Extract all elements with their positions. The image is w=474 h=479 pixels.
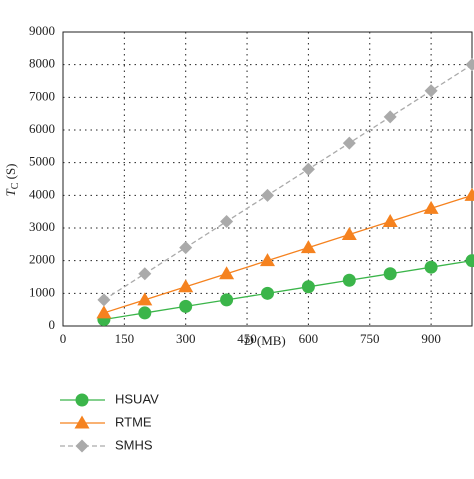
series-line: [104, 65, 472, 300]
data-point: [138, 306, 151, 319]
legend-marker: [76, 394, 89, 407]
x-tick-label: 150: [115, 331, 135, 346]
x-tick-label: 900: [421, 331, 441, 346]
data-point: [425, 261, 438, 274]
legend-label: SMHS: [115, 437, 153, 452]
y-tick-label: 2000: [29, 252, 55, 267]
y-tick-label: 5000: [29, 154, 55, 169]
data-point: [465, 188, 474, 201]
data-point: [179, 300, 192, 313]
data-point: [425, 84, 438, 97]
series-line: [104, 261, 472, 320]
y-tick-label: 3000: [29, 219, 55, 234]
data-point: [261, 287, 274, 300]
data-point: [466, 254, 474, 267]
x-tick-label: 450: [237, 331, 257, 346]
x-tick-label: 750: [360, 331, 380, 346]
data-point: [261, 189, 274, 202]
x-tick-label: 300: [176, 331, 196, 346]
y-tick-label: 9000: [29, 23, 55, 38]
y-axis-label: TC (S): [3, 163, 21, 196]
data-point: [302, 280, 315, 293]
legend-marker: [76, 440, 89, 453]
series-line: [104, 195, 472, 313]
y-tick-label: 8000: [29, 56, 55, 71]
y-tick-label: 7000: [29, 88, 55, 103]
data-point: [138, 267, 151, 280]
legend-label: RTME: [115, 414, 152, 429]
y-tick-label: 4000: [29, 186, 55, 201]
data-point: [179, 241, 192, 254]
data-point: [97, 293, 110, 306]
data-point: [466, 58, 474, 71]
data-point: [384, 267, 397, 280]
data-point: [384, 110, 397, 123]
y-tick-label: 1000: [29, 284, 55, 299]
legend-marker: [75, 416, 90, 429]
data-point: [343, 137, 356, 150]
x-tick-label: 0: [60, 331, 67, 346]
y-tick-label: 6000: [29, 121, 55, 136]
x-tick-label: 600: [299, 331, 319, 346]
data-point: [220, 215, 233, 228]
data-point: [220, 293, 233, 306]
legend-label: HSUAV: [115, 391, 159, 406]
data-point: [343, 274, 356, 287]
data-point: [302, 163, 315, 176]
y-tick-label: 0: [49, 317, 56, 332]
